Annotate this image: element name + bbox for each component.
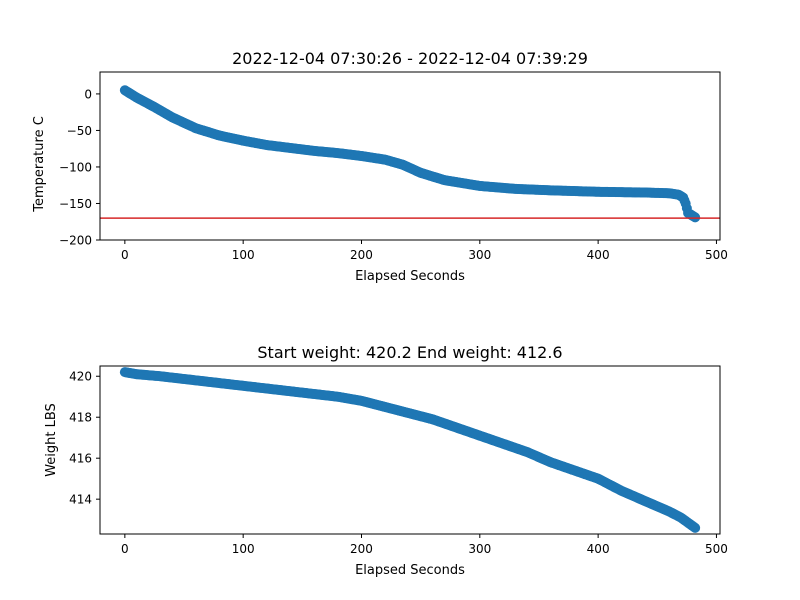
data-point: [690, 522, 701, 533]
temperature-points: [119, 85, 701, 223]
y-tick-label: −150: [59, 197, 92, 211]
y-tick-label: 0: [84, 87, 92, 101]
x-tick-label: 0: [121, 248, 129, 262]
weight-plot-frame: [99, 365, 721, 535]
x-tick-label: 400: [587, 248, 610, 262]
x-tick-label: 200: [350, 542, 373, 556]
x-tick-label: 100: [232, 542, 255, 556]
x-tick-label: 200: [350, 248, 373, 262]
weight-x-axis-label: Elapsed Seconds: [355, 563, 465, 578]
y-tick-label: −200: [59, 234, 92, 248]
y-tick-label: −50: [67, 124, 92, 138]
y-tick-label: 418: [69, 411, 92, 425]
x-tick-label: 400: [587, 542, 610, 556]
x-tick-label: 300: [468, 542, 491, 556]
x-tick-label: 500: [705, 248, 728, 262]
temperature-chart-title: 2022-12-04 07:30:26 - 2022-12-04 07:39:2…: [232, 49, 588, 68]
x-tick-label: 300: [468, 248, 491, 262]
temperature-chart: 2022-12-04 07:30:26 - 2022-12-04 07:39:2…: [32, 49, 728, 284]
weight-ticks: 0 100 200 300 400 500 414 416 418 420: [69, 370, 728, 556]
y-tick-label: 420: [69, 370, 92, 384]
temperature-plot-frame: [99, 71, 721, 241]
x-tick-label: 100: [232, 248, 255, 262]
x-tick-label: 500: [705, 542, 728, 556]
y-tick-label: 416: [69, 452, 92, 466]
weight-chart: Start weight: 420.2 End weight: 412.6 0 1…: [44, 343, 728, 578]
temperature-x-axis-label: Elapsed Seconds: [355, 269, 465, 284]
weight-chart-title: Start weight: 420.2 End weight: 412.6: [257, 343, 562, 362]
weight-y-axis-label: Weight LBS: [44, 403, 59, 477]
y-tick-label: −100: [59, 160, 92, 174]
temperature-y-axis-label: Temperature C: [32, 116, 47, 213]
y-tick-label: 414: [69, 493, 92, 507]
weight-points: [119, 367, 701, 533]
temperature-ticks: 0 100 200 300 400 500 0 −50 −100 −150 −200: [59, 87, 728, 262]
x-tick-label: 0: [121, 542, 129, 556]
